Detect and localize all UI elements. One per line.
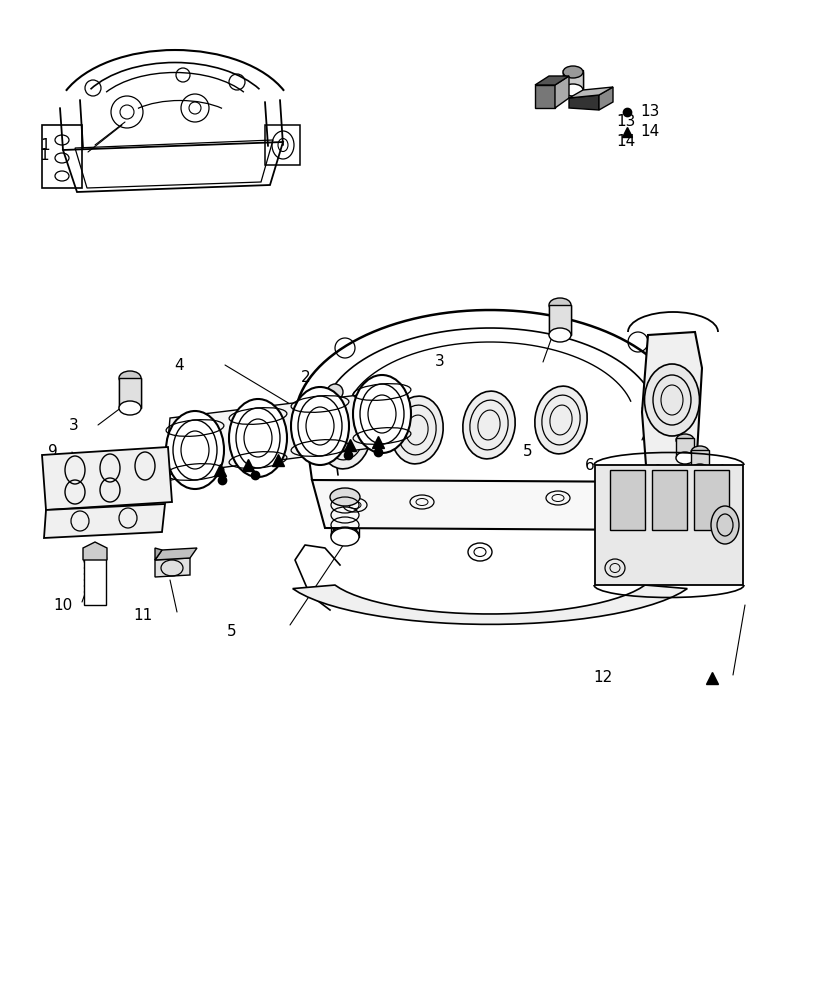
- Text: 11: 11: [133, 607, 152, 622]
- Polygon shape: [535, 76, 569, 85]
- Bar: [119, 378, 141, 408]
- Text: 14: 14: [640, 124, 659, 139]
- Ellipse shape: [549, 298, 571, 312]
- Ellipse shape: [711, 506, 739, 544]
- Polygon shape: [535, 85, 555, 108]
- Polygon shape: [610, 470, 645, 530]
- Bar: [84, 557, 106, 605]
- Ellipse shape: [549, 328, 571, 342]
- Ellipse shape: [676, 434, 694, 446]
- Text: 13: 13: [640, 104, 659, 119]
- Text: 3: 3: [435, 355, 445, 369]
- Polygon shape: [642, 332, 702, 492]
- Text: 1: 1: [40, 137, 49, 152]
- Ellipse shape: [676, 452, 694, 464]
- Ellipse shape: [331, 528, 359, 546]
- Polygon shape: [155, 548, 197, 560]
- Polygon shape: [155, 548, 162, 560]
- Text: 7: 7: [122, 475, 132, 489]
- Bar: [691, 450, 709, 470]
- Ellipse shape: [691, 446, 709, 458]
- Polygon shape: [599, 87, 613, 110]
- Ellipse shape: [84, 553, 106, 567]
- Ellipse shape: [644, 364, 700, 436]
- Text: 6: 6: [585, 458, 595, 473]
- Ellipse shape: [691, 464, 709, 476]
- Text: 3: 3: [68, 418, 78, 432]
- Text: 1: 1: [40, 147, 49, 162]
- Text: 10: 10: [54, 597, 73, 612]
- Polygon shape: [595, 465, 743, 585]
- Polygon shape: [44, 504, 165, 538]
- Circle shape: [667, 475, 677, 485]
- Bar: [549, 305, 571, 335]
- Ellipse shape: [391, 396, 443, 464]
- Ellipse shape: [330, 488, 360, 506]
- Polygon shape: [652, 470, 687, 530]
- Circle shape: [327, 384, 343, 400]
- Polygon shape: [155, 558, 190, 577]
- Polygon shape: [83, 542, 107, 560]
- Polygon shape: [555, 76, 569, 108]
- Ellipse shape: [319, 401, 371, 469]
- Polygon shape: [312, 480, 678, 530]
- Ellipse shape: [166, 411, 224, 489]
- Polygon shape: [293, 585, 687, 624]
- Text: 5: 5: [523, 444, 533, 460]
- Ellipse shape: [563, 84, 583, 96]
- Ellipse shape: [535, 386, 588, 454]
- Ellipse shape: [119, 401, 141, 415]
- Polygon shape: [694, 470, 729, 530]
- Polygon shape: [569, 87, 613, 98]
- Text: 9: 9: [48, 444, 58, 460]
- Polygon shape: [569, 95, 599, 110]
- Polygon shape: [42, 447, 172, 510]
- Text: 13: 13: [616, 114, 636, 129]
- Text: 8: 8: [78, 460, 88, 476]
- Ellipse shape: [291, 387, 349, 465]
- Circle shape: [653, 465, 663, 475]
- Text: 2: 2: [301, 370, 311, 385]
- Text: 4: 4: [175, 358, 185, 372]
- Text: 14: 14: [616, 134, 635, 149]
- Ellipse shape: [353, 375, 411, 453]
- Bar: [563, 70, 583, 90]
- Ellipse shape: [119, 371, 141, 385]
- Polygon shape: [165, 390, 400, 475]
- Ellipse shape: [463, 391, 515, 459]
- Ellipse shape: [229, 399, 287, 477]
- Text: 5: 5: [227, 624, 236, 640]
- Text: 12: 12: [593, 670, 612, 686]
- Ellipse shape: [563, 66, 583, 78]
- Bar: [676, 438, 694, 458]
